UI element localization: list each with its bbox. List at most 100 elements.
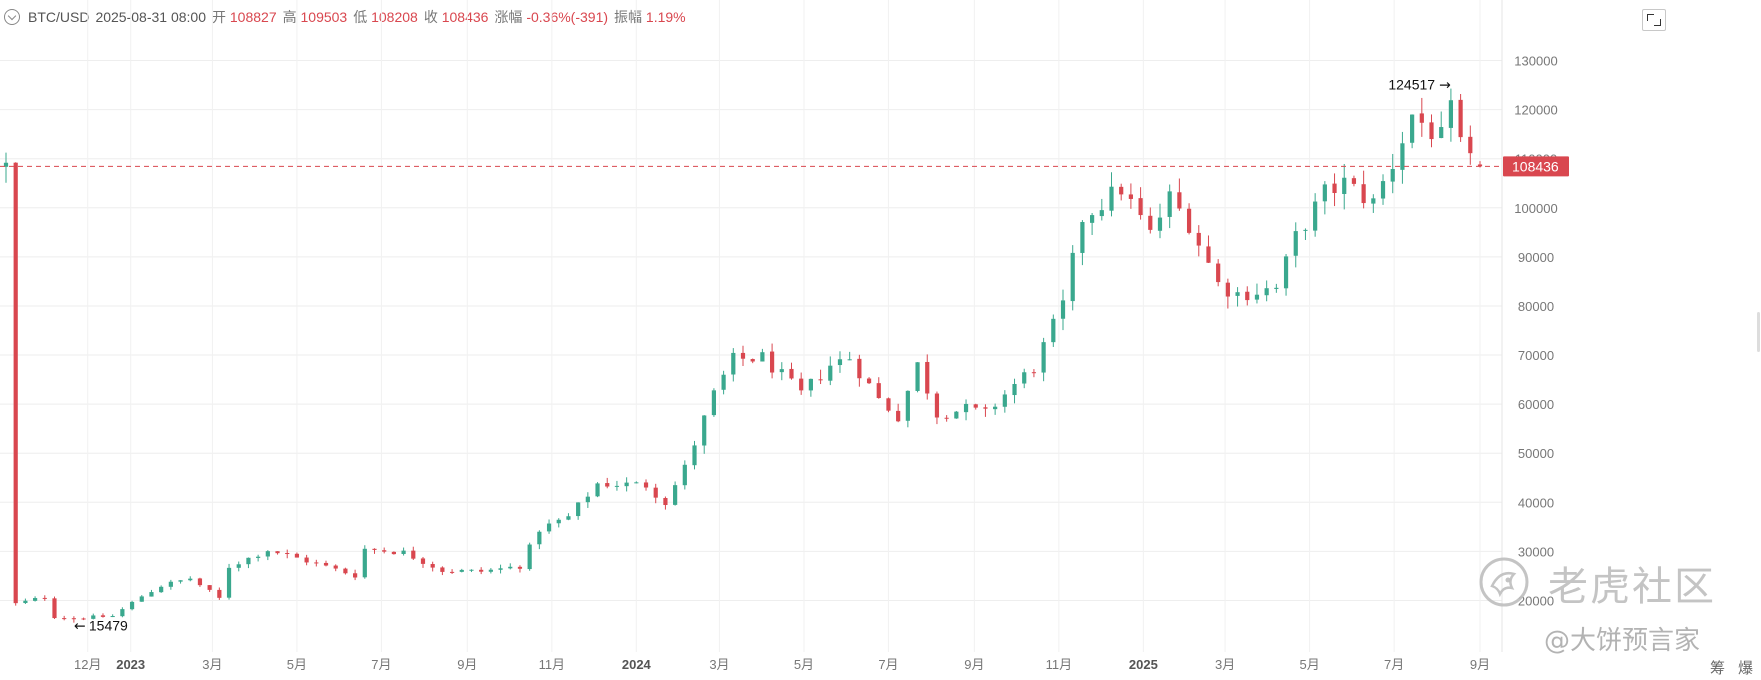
candle-body — [789, 368, 794, 379]
x-tick-label: 3月 — [202, 657, 222, 672]
x-tick-label: 12月 — [74, 657, 101, 672]
x-tick-label: 2024 — [622, 657, 652, 672]
candle-body — [285, 553, 290, 555]
candle-body — [702, 415, 707, 446]
candle-body — [818, 379, 823, 381]
candle-body — [1022, 372, 1027, 384]
candle-body — [1419, 113, 1424, 123]
candle-body — [1468, 136, 1473, 154]
candle-body — [624, 482, 629, 487]
candle-body — [362, 548, 367, 578]
x-tick-label: 3月 — [709, 657, 729, 672]
min-price-annotation: ← 15479 — [74, 618, 128, 635]
candle-body — [1235, 292, 1240, 296]
candle-body — [740, 352, 746, 359]
candle-body — [915, 362, 920, 391]
candle-body — [1361, 184, 1366, 204]
candle-body — [1274, 287, 1279, 289]
x-tick-label: 9月 — [964, 657, 984, 672]
candle-body — [168, 581, 173, 587]
candle-body — [1012, 384, 1017, 396]
y-tick-label: 30000 — [1518, 544, 1554, 559]
candle-body — [275, 551, 280, 554]
candle-body — [401, 550, 406, 554]
candle-body — [42, 597, 47, 599]
candle-body — [1196, 232, 1201, 246]
candle-body — [585, 496, 590, 503]
max-price-annotation: 124517 → — [1388, 76, 1451, 93]
candle-body — [23, 600, 28, 604]
left-arrow-icon: ← — [74, 619, 86, 635]
candle-body — [1060, 300, 1066, 319]
candle-body — [188, 578, 193, 581]
candle-body — [343, 568, 348, 574]
candle-body — [1099, 210, 1104, 217]
candle-body — [1322, 184, 1327, 202]
expand-icon — [1647, 14, 1654, 21]
candle-body — [1157, 217, 1163, 231]
brand-watermark: 老虎社区 — [1548, 564, 1716, 610]
x-tick-label: 2023 — [116, 657, 145, 672]
candle-body — [430, 564, 435, 568]
candle-body — [207, 585, 212, 590]
side-panel-handle[interactable] — [1757, 312, 1760, 352]
candle-body — [857, 358, 862, 379]
candle-body — [1119, 186, 1124, 195]
candle-body — [294, 553, 300, 558]
candle-body — [333, 565, 338, 569]
candle-body — [566, 516, 571, 520]
candle-body — [1206, 246, 1211, 263]
candle-body — [847, 359, 852, 361]
candle-body — [236, 564, 241, 568]
y-tick-label: 120000 — [1514, 103, 1557, 118]
candle-body — [1225, 282, 1230, 297]
candle-body — [1390, 168, 1395, 182]
fullscreen-button[interactable] — [1642, 9, 1666, 31]
open-label: 开 — [212, 9, 226, 25]
candle-body — [1342, 177, 1347, 194]
candle-body — [217, 589, 222, 598]
close-value: 108436 — [441, 9, 489, 25]
candle-body — [576, 502, 581, 517]
candle-body — [1090, 215, 1095, 223]
candle-body — [934, 393, 940, 418]
candle-body — [372, 548, 377, 550]
candle-body — [721, 374, 726, 390]
candle-body — [731, 352, 736, 375]
candle-body — [100, 615, 106, 617]
change-label: 涨幅 — [494, 9, 523, 25]
candle-body — [256, 556, 261, 558]
candle-body — [1371, 198, 1376, 204]
low-label: 低 — [353, 9, 368, 25]
candle-body — [246, 557, 251, 565]
burst-button[interactable]: 爆 — [1738, 660, 1754, 677]
candle-body — [1128, 194, 1133, 199]
candle-body — [673, 485, 678, 505]
y-tick-label: 20000 — [1518, 593, 1554, 608]
candle-body — [750, 359, 755, 362]
candle-body — [537, 531, 542, 545]
candle-body — [1002, 394, 1007, 407]
candle-body — [595, 483, 600, 497]
candle-body — [1410, 114, 1415, 143]
candle-body — [469, 569, 474, 571]
y-tick-label: 80000 — [1518, 299, 1554, 314]
current-price-tag-bg — [1503, 156, 1569, 177]
candle-body — [411, 550, 416, 559]
candle-body — [983, 407, 988, 409]
y-tick-label: 100000 — [1514, 201, 1557, 216]
tiger-logo-watermark — [1479, 557, 1529, 607]
candle-body — [1400, 143, 1405, 170]
candle-body — [110, 616, 115, 618]
candle-body — [129, 601, 135, 610]
candle-body — [1303, 229, 1308, 231]
chips-button[interactable]: 筹 — [1710, 660, 1726, 677]
expand-icon-corner — [1654, 19, 1661, 26]
candle-body — [149, 592, 154, 597]
candle-body — [692, 445, 697, 466]
candle-body — [876, 383, 881, 399]
candle-body — [1245, 291, 1250, 301]
collapse-chevron-icon[interactable] — [4, 9, 20, 25]
